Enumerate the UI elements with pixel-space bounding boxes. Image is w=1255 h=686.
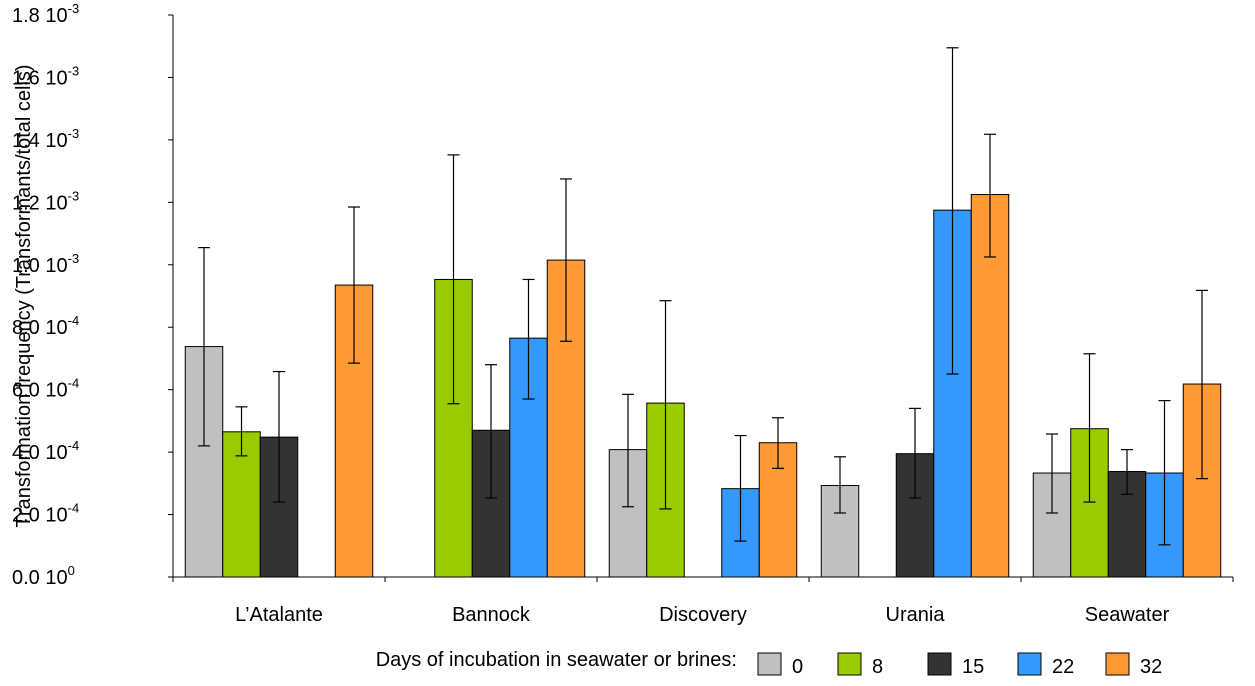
x-tick-label: Bannock <box>452 604 531 626</box>
x-tick-label: L’Atalante <box>235 604 323 626</box>
bars-layer <box>184 194 1222 578</box>
error-bar <box>273 370 285 503</box>
y-tick-label: 1.8 10-3 <box>12 1 79 27</box>
x-tick-label: Seawater <box>1085 604 1170 626</box>
legend-label: 22 <box>1052 656 1074 678</box>
legend-swatch-15 <box>927 652 952 676</box>
error-bar <box>1083 353 1096 503</box>
legend: Days of incubation in seawater or brines… <box>376 649 1163 678</box>
legend-swatch-8 <box>837 652 862 676</box>
error-bar <box>1158 399 1171 546</box>
error-bars-layer <box>198 47 1208 546</box>
error-bar <box>984 133 996 258</box>
y-tick-label: 0.0 100 <box>12 563 75 589</box>
legend-swatch-22 <box>1017 652 1042 676</box>
legend-swatch-32 <box>1105 652 1130 676</box>
x-tick-label: Urania <box>886 604 946 626</box>
error-bar <box>909 407 921 499</box>
error-bar <box>1196 289 1208 480</box>
legend-title: Days of incubation in seawater or brines… <box>376 649 737 671</box>
legend-label: 0 <box>792 656 803 678</box>
error-bar <box>560 178 572 342</box>
error-bar <box>348 206 360 364</box>
legend-swatch-0 <box>757 652 782 676</box>
legend-label: 8 <box>872 656 883 678</box>
error-bar <box>485 364 497 499</box>
error-bar <box>734 434 747 542</box>
x-tick-label: Discovery <box>659 604 747 626</box>
legend-label: 32 <box>1140 656 1162 678</box>
error-bar <box>198 247 210 447</box>
error-bar <box>622 393 634 508</box>
error-bar <box>1046 433 1058 514</box>
legend-label: 15 <box>962 656 984 678</box>
error-bar <box>447 154 460 405</box>
error-bar <box>772 417 784 469</box>
bar-32 <box>970 194 1010 578</box>
bar-0 <box>1032 472 1072 578</box>
error-bar <box>1121 449 1133 495</box>
y-axis-title: Transformation frequency (Transformants/… <box>13 64 35 527</box>
error-bar <box>522 278 535 400</box>
error-bar <box>235 406 248 457</box>
error-bar <box>659 300 672 510</box>
error-bar <box>834 456 846 514</box>
error-bar <box>946 47 959 375</box>
